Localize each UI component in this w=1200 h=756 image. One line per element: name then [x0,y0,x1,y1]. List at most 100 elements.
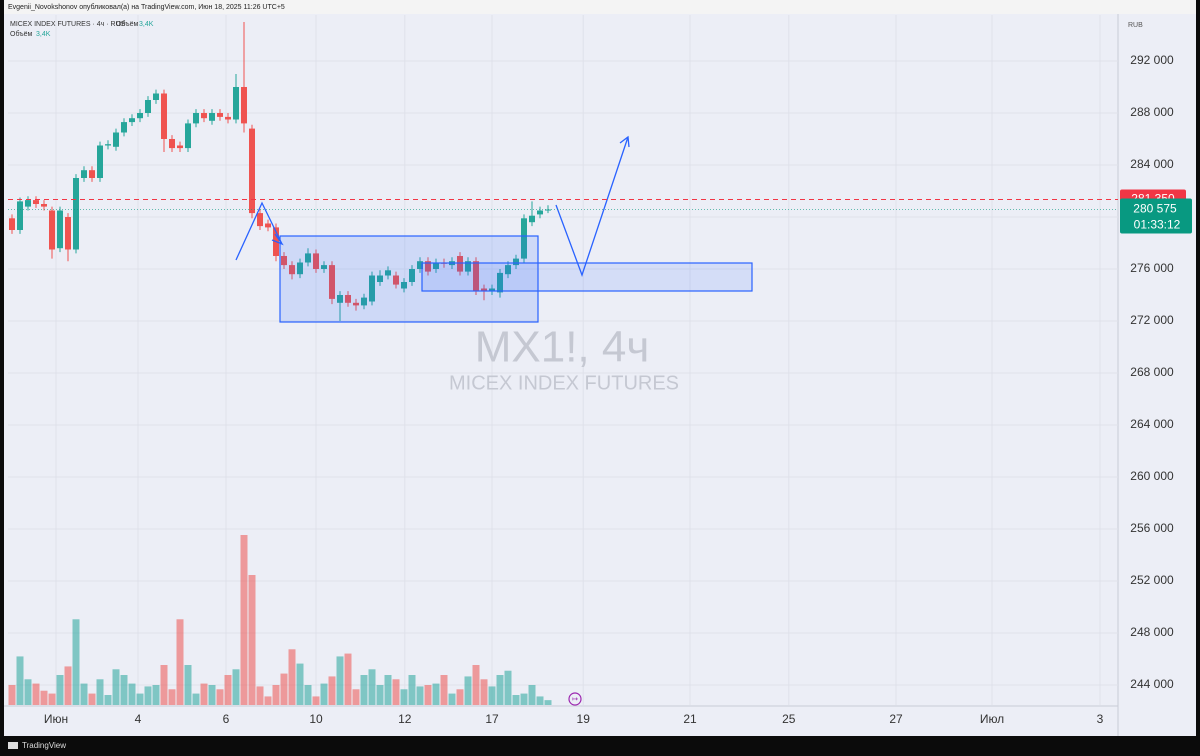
volume-bar [432,683,440,705]
x-tick-label: 6 [223,712,230,726]
volume-bar [272,685,280,705]
volume-bar [104,695,112,705]
candle-body [481,288,487,292]
candle-body [361,297,367,306]
candle-body [281,255,287,266]
volume-bar [296,663,304,705]
candle-body [409,268,415,282]
candle-body [425,261,431,272]
candle-body [353,302,359,306]
range-box [279,235,539,323]
candle-body [537,210,543,215]
timeline-icon[interactable] [568,692,582,706]
volume-bar [456,689,464,705]
volume-bar [96,679,104,705]
volume-bar [544,700,552,705]
volume-bar [40,690,48,705]
candle-body [57,210,63,249]
candle-body [73,177,79,250]
forecast-head [619,135,630,148]
candle-body [489,288,495,292]
volume-bar [120,675,128,705]
volume-bar [192,693,200,705]
volume-bar [464,676,472,705]
candle-body [433,262,439,269]
volume-bar [312,696,320,705]
y-tick-label: 268 000 [1130,365,1174,379]
legend-symbol: MICEX INDEX FUTURES · 4ч · RUS [10,21,126,28]
volume-bar [488,686,496,705]
volume-bar [72,619,80,705]
volume-bar [112,669,120,705]
y-tick-label: 260 000 [1130,469,1174,483]
arrow-path [235,201,283,261]
candle-body [41,203,47,207]
candles [9,21,551,321]
candle-body [233,86,239,120]
volume-bar [320,683,328,705]
volume-bar [208,685,216,705]
legend-volume: Объём [116,20,138,28]
volume-bar [496,675,504,705]
volume-bar [392,679,400,705]
volume-bar [184,665,192,705]
volume-bar [360,675,368,705]
volume-bar [200,683,208,705]
x-tick-label: 19 [577,712,591,726]
y-tick-label: 292 000 [1130,53,1174,67]
volume-bar [512,695,520,705]
legend-volume-value: 3,4K [139,21,154,28]
candle-body [513,258,519,266]
volume-bar [328,676,336,705]
candle-body [385,270,391,276]
volume-bar [264,696,272,705]
x-tick-label: 4 [135,712,142,726]
y-tick-label: 272 000 [1130,313,1174,327]
volume-bar [400,689,408,705]
y-tick-label: 264 000 [1130,417,1174,431]
candle-body [497,272,503,293]
x-tick-label: Июл [980,712,1004,726]
legend-volume-row-value: 3,4K [36,31,51,38]
y-tick-label: 248 000 [1130,625,1174,639]
candle-body [81,170,87,178]
volume-pane [8,535,552,705]
candle-body [137,112,143,119]
target-box [421,262,753,292]
header-bar [4,0,1196,14]
arrow-head [271,233,284,246]
x-tick-label: 10 [309,712,323,726]
candle-body [145,99,151,113]
candle-body [417,261,423,269]
volume-bar [176,619,184,705]
x-tick-label: 21 [683,712,697,726]
candle-body [241,86,247,124]
candle-body [521,218,527,259]
candle-body [209,112,215,121]
volume-bar [256,686,264,705]
volume-bar [136,693,144,705]
candle-body [97,145,103,178]
volume-bar [288,649,296,705]
volume-bar [48,693,56,705]
volume-bar [384,675,392,705]
volume-bar [440,675,448,705]
candle-body [121,122,127,133]
candle-body [105,144,111,146]
candle-body [337,294,343,303]
timeline-icon-glyph: ↦ [572,696,578,703]
candle-body [473,261,479,292]
candle-body [89,170,95,178]
volume-bar [216,689,224,705]
volume-bar [344,653,352,705]
x-tick-label: 27 [889,712,903,726]
volume-bar [376,685,384,705]
candle-body [185,123,191,149]
candle-body [393,275,399,285]
last-price-label: 280 575 [1133,202,1177,216]
watermark-subtitle: MICEX INDEX FUTURES [449,372,679,394]
x-tick-label: 3 [1097,712,1104,726]
candle-body [377,275,383,282]
candle-body [161,93,167,139]
